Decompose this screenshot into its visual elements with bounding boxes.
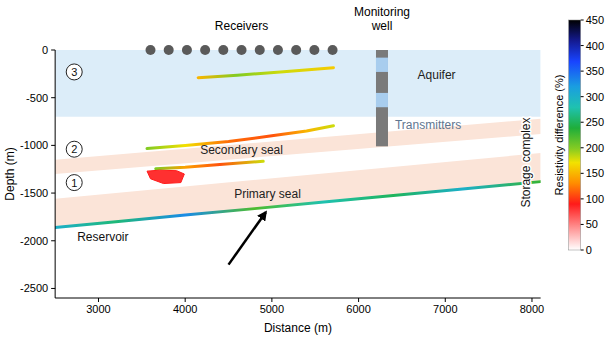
receiver [291, 45, 301, 55]
y-axis-title: Depth (m) [3, 147, 17, 200]
colorbar-tick-label: 50 [586, 218, 598, 230]
colorbar-tick [581, 122, 584, 123]
receiver [164, 45, 174, 55]
y-tick-label: -2000 [20, 235, 48, 247]
receiver [309, 45, 319, 55]
y-tick [51, 97, 55, 98]
y-tick [51, 193, 55, 194]
receiver [328, 45, 338, 55]
y-tick-label: -2500 [20, 282, 48, 294]
anomaly-area [147, 170, 184, 183]
y-tick [51, 50, 55, 51]
x-tick-label: 6000 [346, 303, 370, 315]
series-label: 2 [71, 143, 77, 155]
receiver [218, 45, 228, 55]
colorbar-tick [581, 173, 584, 174]
colorbar-tick [581, 20, 584, 21]
plot-area [55, 50, 541, 227]
arrow [229, 212, 266, 264]
y-axis-line [55, 50, 56, 298]
y-tick-label: -1500 [20, 187, 48, 199]
y-tick-label: 0 [42, 44, 48, 56]
well-label-line: well [371, 19, 393, 33]
colorbar-tick [581, 45, 584, 46]
colorbar-tick-label: 450 [586, 14, 604, 26]
y-tick-label: -500 [26, 92, 48, 104]
chart: -2500-2000-1500-1000-5000050100150200250… [0, 0, 610, 339]
anomaly-line [198, 68, 333, 78]
y-tick [51, 240, 55, 241]
x-tick-label: 7000 [433, 303, 457, 315]
x-axis-line [55, 298, 541, 299]
colorbar-tick-label: 300 [586, 91, 604, 103]
colorbar-tick-label: 350 [586, 65, 604, 77]
colorbar-tick [581, 147, 584, 148]
label-circle [66, 141, 82, 157]
colorbar-tick [581, 71, 584, 72]
layer [55, 50, 541, 117]
receiver [273, 45, 283, 55]
receiver [255, 45, 265, 55]
receiver [182, 45, 192, 55]
colorbar-tick-label: 400 [586, 40, 604, 52]
series-label: 1 [71, 177, 77, 189]
transmitter [376, 58, 388, 72]
colorbar-tick-label: 200 [586, 142, 604, 154]
y-tick [51, 288, 55, 289]
x-tick-label: 8000 [520, 303, 544, 315]
receiver [146, 45, 156, 55]
colorbar [569, 20, 581, 250]
x-tick [531, 298, 532, 302]
colorbar-tick-label: 0 [586, 244, 592, 256]
y-tick [51, 145, 55, 146]
x-tick [271, 298, 272, 302]
receiver [200, 45, 210, 55]
receiver [237, 45, 247, 55]
transmitter [376, 93, 388, 107]
x-tick [98, 298, 99, 302]
colorbar-tick [581, 250, 584, 251]
x-tick [185, 298, 186, 302]
colorbar-tick [581, 96, 584, 97]
anomaly-line [156, 161, 264, 168]
anomaly-line [55, 182, 541, 228]
x-axis-title: Distance (m) [264, 321, 332, 335]
x-tick [358, 298, 359, 302]
layer-label: Secondary seal [200, 143, 283, 157]
colorbar-tick-label: 100 [586, 193, 604, 205]
x-tick-label: 4000 [173, 303, 197, 315]
colorbar-tick [581, 198, 584, 199]
layer-label: Primary seal [234, 187, 301, 201]
y-tick-label: -1000 [20, 139, 48, 151]
colorbar-tick-label: 150 [586, 167, 604, 179]
well [376, 50, 388, 146]
annotation: Storage complex [519, 118, 533, 208]
x-tick-label: 3000 [86, 303, 110, 315]
colorbar-tick-label: 250 [586, 116, 604, 128]
annotation: Reservoir [77, 230, 128, 244]
layer-label: Aquifer [418, 68, 456, 82]
colorbar-title: Resistivity difference (%) [553, 75, 565, 196]
label-circle [66, 175, 82, 191]
transmitters-label: Transmitters [395, 118, 461, 132]
x-tick-label: 5000 [260, 303, 284, 315]
x-tick [445, 298, 446, 302]
well-label: Monitoringwell [354, 5, 410, 33]
label-circle [66, 64, 82, 80]
well-label-line: Monitoring [354, 5, 410, 19]
receivers-label: Receivers [215, 19, 268, 33]
colorbar-tick [581, 224, 584, 225]
series-label: 3 [71, 66, 77, 78]
layer [55, 153, 541, 227]
